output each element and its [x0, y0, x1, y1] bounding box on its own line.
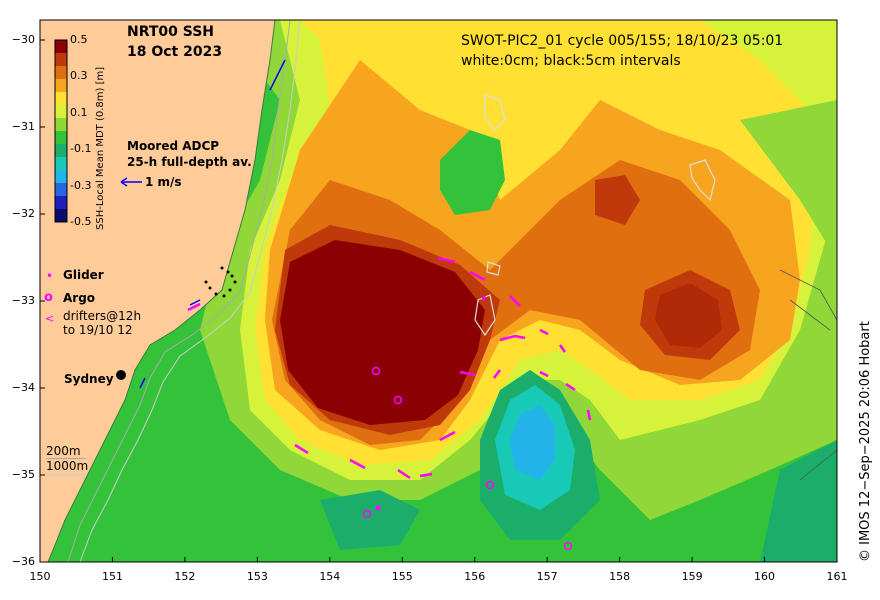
colorbar-segment — [55, 92, 67, 106]
drifter-legend-line2: to 19/10 12 — [63, 323, 133, 337]
x-tick-label: 157 — [536, 570, 558, 583]
colorbar-segment — [55, 66, 67, 80]
adcp-arrows — [139, 59, 286, 389]
colorbar-segment — [55, 53, 67, 67]
adcp-legend-title: Moored ADCP — [127, 139, 220, 153]
colorbar-segment — [55, 209, 67, 223]
drifter-arrows — [187, 256, 592, 480]
colorbar-tick-label: 0.3 — [70, 69, 88, 83]
colorbar-tick-label: -0.3 — [70, 178, 92, 192]
glider-symbols — [375, 296, 486, 511]
x-tick-label: 160 — [754, 570, 776, 583]
colorbar-title: SSH-Local Mean MDT (0.8m) [m] — [95, 66, 106, 230]
sydney-marker — [116, 370, 126, 380]
x-tick-label: 158 — [609, 570, 631, 583]
y-tick-label: −34 — [11, 381, 35, 394]
credit-text: © IMOS 12−Sep−2025 20:06 Hobart — [858, 321, 873, 562]
colorbar-frame — [54, 39, 68, 223]
plot-frame — [39, 19, 838, 563]
x-tick-label: 150 — [29, 570, 51, 583]
y-tick-label: −36 — [11, 555, 35, 568]
glider-track — [204, 266, 237, 298]
x-tick-label: 156 — [464, 570, 486, 583]
adcp-legend-sub: 25-h full-depth av. — [127, 155, 252, 169]
y-tick-label: −35 — [11, 468, 35, 481]
map-title: NRT00 SSH — [127, 24, 215, 40]
warm-core-eddy-core — [280, 240, 485, 425]
cold-eddy-core — [510, 405, 555, 480]
swot-info: SWOT-PIC2_01 cycle 005/155; 18/10/23 05:… — [461, 33, 784, 49]
colorbar-tick-label: 0.1 — [70, 105, 88, 119]
map-date: 18 Oct 2023 — [127, 44, 223, 60]
colorbar-tick-label: -0.5 — [70, 215, 92, 228]
x-tick-label: 155 — [391, 570, 413, 583]
colorbar-segment — [55, 40, 67, 54]
isobath-1000m-line — [46, 474, 86, 475]
glider-legend-marker: • — [46, 269, 54, 283]
isobath-1000m — [79, 19, 301, 563]
isobath-200m-label: 200m — [46, 444, 81, 458]
adcp-scale-label: 1 m/s — [145, 175, 182, 189]
x-tick-label: 152 — [174, 570, 196, 583]
swot-contours — [474, 94, 716, 337]
adcp-scale-arrow — [120, 177, 142, 187]
ssh-contour-0.4-north — [595, 175, 640, 225]
warm-eddy-east-core — [655, 283, 722, 348]
isobath-200m-line — [46, 458, 86, 459]
colorbar-tick-label: 0.5 — [70, 33, 88, 46]
x-tick-label: 161 — [826, 570, 848, 583]
ne-green — [740, 100, 837, 260]
colorbar-segment — [55, 79, 67, 93]
glider-legend-label: Glider — [63, 268, 104, 282]
colorbar-segment — [55, 144, 67, 158]
drifter-legend-line1: drifters@12h — [63, 309, 142, 323]
colorbar-tick-label: -0.1 — [70, 142, 92, 156]
isobath-1000m-label: 1000m — [46, 459, 89, 473]
sydney-label: Sydney — [64, 372, 114, 386]
x-tick-label: 154 — [319, 570, 341, 583]
axis-ticks — [39, 39, 838, 563]
south-teal-patch — [320, 490, 420, 550]
x-tick-label: 151 — [101, 570, 123, 583]
x-tick-label: 159 — [681, 570, 703, 583]
argo-floats — [362, 366, 573, 551]
y-tick-label: −33 — [11, 294, 35, 307]
cold-eddy-north — [440, 130, 505, 215]
drifter-legend-marker: < — [45, 312, 55, 325]
colorbar — [54, 39, 68, 223]
colorbar-segment — [55, 170, 67, 184]
isobath-200m — [67, 19, 291, 563]
colorbar-segment — [55, 183, 67, 197]
argo-legend-label: Argo — [63, 291, 96, 305]
colorbar-segment — [55, 131, 67, 145]
land — [40, 20, 275, 562]
y-tick-label: −32 — [11, 207, 35, 220]
argo-legend-marker: o — [44, 290, 53, 305]
colorbar-segment — [55, 105, 67, 119]
se-teal-patch — [760, 440, 837, 562]
x-tick-label: 153 — [246, 570, 268, 583]
ssh-field — [40, 20, 837, 562]
y-tick-label: −31 — [11, 120, 35, 133]
colorbar-segment — [55, 118, 67, 132]
swot-contour-info: white:0cm; black:5cm intervals — [461, 53, 681, 69]
coastline — [47, 19, 276, 563]
y-tick-label: −30 — [11, 33, 35, 46]
colorbar-segment — [55, 196, 67, 210]
colorbar-segment — [55, 157, 67, 171]
swot-black-contours — [779, 269, 838, 481]
